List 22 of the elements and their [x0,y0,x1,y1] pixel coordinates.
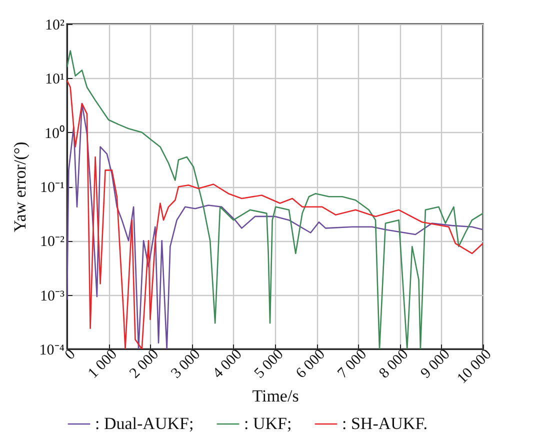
y-axis-title: Yaw error/(°) [10,142,30,232]
y-tick-label: 10¹ [45,72,64,88]
y-tick-label: 10⁻⁴ [39,342,64,358]
legend-label: : SH-AUKF. [342,414,428,433]
x-tick-label: 3 000 [168,346,204,382]
x-tick-label: 10 000 [454,346,495,387]
x-tick-label: 1 000 [85,346,120,382]
y-tick-label: 10⁻² [40,234,65,250]
legend-label: : UKF; [244,414,292,433]
x-tick-label: 5 000 [252,346,287,382]
y-tick-label: 10⁻¹ [40,180,64,196]
legend-label: : Dual-AUKF; [95,414,194,433]
y-tick-label: 10⁻³ [40,288,65,304]
y-tick-label: 10² [45,18,65,34]
x-tick-label: 2 000 [126,346,162,382]
x-tick-label: 6 000 [293,346,328,382]
x-tick-label: 9 000 [418,346,454,382]
x-tick-label: 8 000 [376,346,412,382]
x-tick-label: 4 000 [210,346,246,382]
x-tick-label: 7 000 [334,346,370,382]
y-tick-label: 10⁰ [44,124,64,142]
x-axis-title: Time/s [252,386,299,406]
